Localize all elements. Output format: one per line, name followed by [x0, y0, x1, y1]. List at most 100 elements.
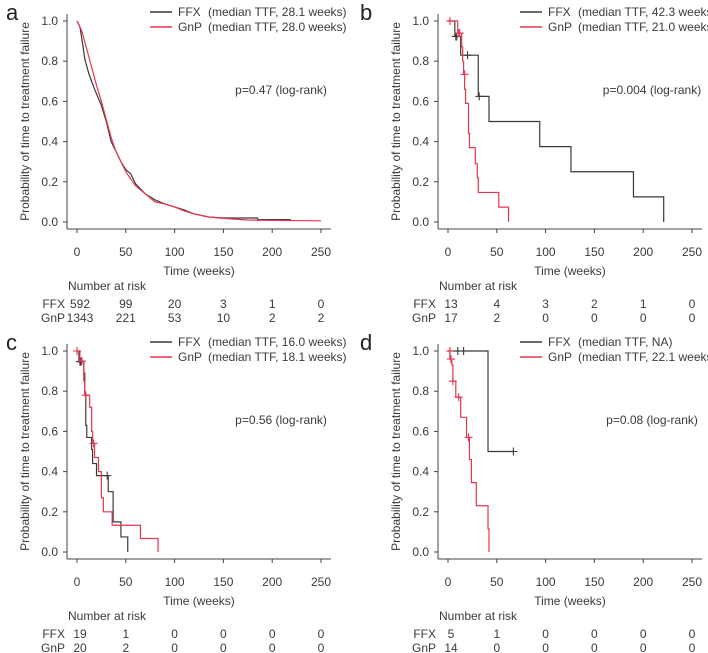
y-tick-label: 0.2: [41, 505, 58, 519]
curve-ffx: [448, 20, 665, 222]
x-tick-label: 150: [213, 575, 233, 589]
risk-count: 4: [493, 297, 500, 311]
curve-gnp: [448, 350, 490, 552]
risk-count: 2: [493, 311, 500, 325]
risk-count: 0: [220, 641, 227, 653]
x-tick-label: 100: [536, 575, 556, 589]
censor-mark: [454, 393, 463, 402]
x-tick-label: 50: [490, 575, 504, 589]
risk-row-label: GnP: [41, 641, 65, 653]
legend-name: FFX: [548, 5, 571, 19]
risk-count: 20: [168, 297, 182, 311]
censor-mark: [445, 347, 454, 355]
panel-letter: d: [360, 330, 372, 355]
y-tick-label: 1.0: [412, 14, 429, 28]
risk-count: 1: [122, 627, 129, 641]
censor-mark: [455, 29, 464, 38]
censor-mark: [73, 347, 81, 355]
y-tick-label: 0.8: [412, 384, 429, 398]
risk-count: 0: [171, 641, 178, 653]
legend-name: FFX: [178, 335, 201, 349]
y-tick-label: 0.6: [412, 424, 429, 438]
x-tick-label: 250: [682, 245, 702, 259]
risk-count: 3: [542, 297, 549, 311]
risk-count: 53: [168, 311, 182, 325]
risk-row-label: GnP: [412, 641, 436, 653]
censor-mark: [463, 51, 472, 60]
y-axis-label: Probability of time to treatment failure: [18, 352, 32, 551]
p-value: p=0.08 (log-rank): [606, 413, 698, 427]
risk-count: 0: [542, 627, 549, 641]
risk-row-label: GnP: [412, 311, 436, 325]
y-tick-label: 0.8: [41, 54, 58, 68]
x-tick-label: 100: [165, 245, 185, 259]
risk-count: 0: [591, 627, 598, 641]
y-tick-label: 0.4: [41, 135, 58, 149]
legend-median: (median TTF, 18.1 weeks): [208, 350, 347, 364]
risk-count: 17: [444, 311, 458, 325]
risk-table-title: Number at risk: [439, 609, 518, 623]
x-tick-label: 150: [213, 245, 233, 259]
censor-mark: [448, 377, 457, 386]
y-tick-label: 0.0: [41, 545, 58, 559]
y-tick-label: 0.4: [412, 465, 429, 479]
risk-count: 0: [220, 627, 227, 641]
risk-count: 19: [73, 627, 87, 641]
y-tick-label: 1.0: [412, 344, 429, 358]
x-axis-label: Time (weeks): [163, 594, 235, 608]
censor-mark: [459, 347, 468, 355]
x-tick-label: 250: [311, 245, 331, 259]
y-tick-label: 0.2: [412, 505, 429, 519]
censor-mark: [81, 391, 90, 400]
y-tick-label: 0.6: [41, 94, 58, 108]
risk-count: 0: [318, 641, 325, 653]
risk-count: 0: [689, 641, 696, 653]
risk-count: 0: [689, 627, 696, 641]
legend-name: GnP: [548, 20, 572, 34]
y-tick-label: 0.8: [41, 384, 58, 398]
censor-mark: [460, 70, 469, 79]
legend-name: GnP: [178, 20, 202, 34]
censor-mark: [464, 433, 473, 442]
risk-count: 0: [542, 641, 549, 653]
y-tick-label: 0.0: [41, 215, 58, 229]
x-tick-label: 200: [633, 245, 653, 259]
x-tick-label: 0: [445, 575, 452, 589]
curve-gnp: [76, 20, 322, 222]
censor-mark: [89, 439, 98, 448]
x-tick-label: 200: [262, 575, 282, 589]
risk-count: 0: [542, 311, 549, 325]
x-tick-label: 200: [633, 575, 653, 589]
y-axis-label: Probability of time to treatment failure: [389, 22, 403, 221]
x-tick-label: 0: [445, 245, 452, 259]
x-tick-label: 50: [119, 575, 133, 589]
risk-count: 1343: [67, 311, 94, 325]
risk-row-label: GnP: [41, 311, 65, 325]
legend-name: GnP: [548, 350, 572, 364]
y-tick-label: 1.0: [41, 344, 58, 358]
legend-median: (median TTF, NA): [578, 335, 672, 349]
risk-count: 0: [493, 641, 500, 653]
y-tick-label: 1.0: [41, 14, 58, 28]
legend-name: GnP: [178, 350, 202, 364]
risk-count: 1: [493, 627, 500, 641]
censor-mark: [445, 17, 454, 25]
risk-row-label: FFX: [42, 297, 65, 311]
y-tick-label: 0.0: [412, 215, 429, 229]
risk-count: 2: [122, 641, 129, 653]
risk-count: 592: [70, 297, 90, 311]
risk-row-label: FFX: [42, 627, 65, 641]
risk-count: 0: [171, 627, 178, 641]
risk-table-title: Number at risk: [68, 279, 147, 293]
x-axis-label: Time (weeks): [163, 264, 235, 278]
p-value: p=0.004 (log-rank): [603, 83, 701, 97]
legend-median: (median TTF, 22.1 weeks): [578, 350, 708, 364]
curve-ffx: [76, 20, 291, 221]
y-axis-label: Probability of time to treatment failure: [18, 22, 32, 221]
risk-count: 0: [640, 311, 647, 325]
risk-row-label: FFX: [413, 627, 436, 641]
risk-row-label: FFX: [413, 297, 436, 311]
